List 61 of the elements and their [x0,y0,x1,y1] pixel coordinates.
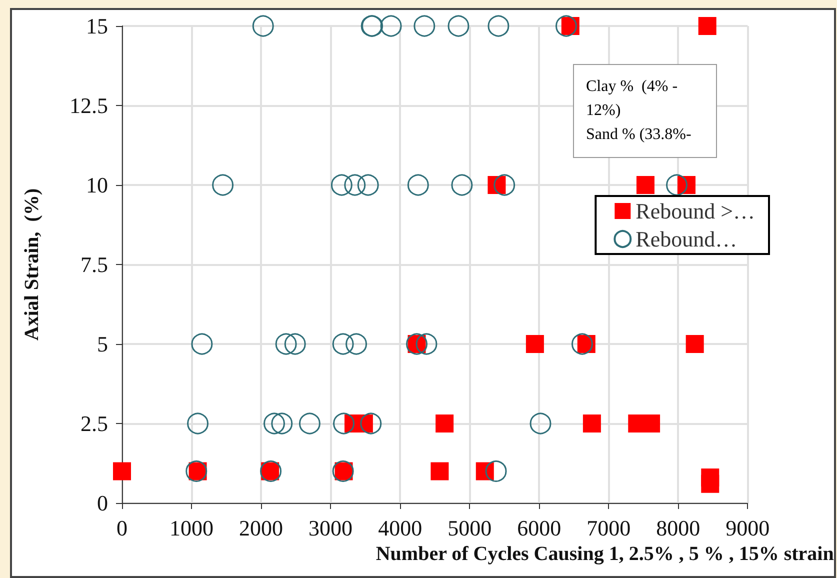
point [414,15,436,37]
point [380,15,402,37]
point [271,412,293,434]
legend-label: Rebound… [636,226,738,252]
point [330,174,352,196]
point [252,15,274,37]
point [360,412,382,434]
x-tick-label: 5000 [448,516,492,540]
annotation: Sand % (33.8%- [586,125,692,145]
y-tick-label: 5 [97,332,108,356]
point [636,176,654,194]
point [264,412,285,434]
point [346,333,368,355]
point [357,174,379,196]
point [407,174,429,196]
x-tick-label: 3000 [308,516,353,540]
point [488,15,510,37]
x-tick-label: 9000 [726,516,770,540]
point [666,174,688,196]
point [701,474,720,493]
point [332,333,354,355]
point [187,412,209,434]
point [212,174,234,196]
x-tick-label: 4000 [378,516,422,540]
point [416,333,438,355]
y-tick-label: 12.5 [70,93,108,118]
point [686,335,704,353]
point [436,414,454,432]
point [582,414,601,432]
point [113,462,131,480]
y-tick-label: 2.5 [80,411,108,436]
y-tick-label: 7.5 [80,252,108,277]
x-tick-label: 0 [116,516,128,540]
point [526,335,544,353]
x-tick-label: 1000 [170,516,214,540]
y-tick-label: 10 [86,172,108,198]
point [191,333,213,355]
point [494,174,516,196]
point [555,15,577,37]
point [698,17,716,35]
annotation: Clay % (4% - 12%) [586,77,679,121]
point [571,333,593,355]
point [298,412,320,434]
point [333,412,355,434]
point [485,460,507,482]
x-tick-label: 2000 [239,516,284,540]
x-tick-label: 8000 [656,516,700,540]
x-axis-title: Number of Cycles Causing 1, 2.5% , 5 % , 15% strain [376,542,834,565]
y-tick-label: 15 [86,14,108,38]
x-tick-label: 6000 [517,516,562,540]
point [448,15,470,37]
point [530,412,552,434]
point [284,333,306,355]
y-tick-label: 0 [97,490,108,516]
legend-label: Rebound >… [636,198,756,224]
point [430,462,449,480]
y-axis-title: Axial Strain, (%) [21,188,43,341]
point [451,174,473,196]
point [275,333,297,355]
x-tick-label: 7000 [586,516,631,540]
point [344,174,366,196]
